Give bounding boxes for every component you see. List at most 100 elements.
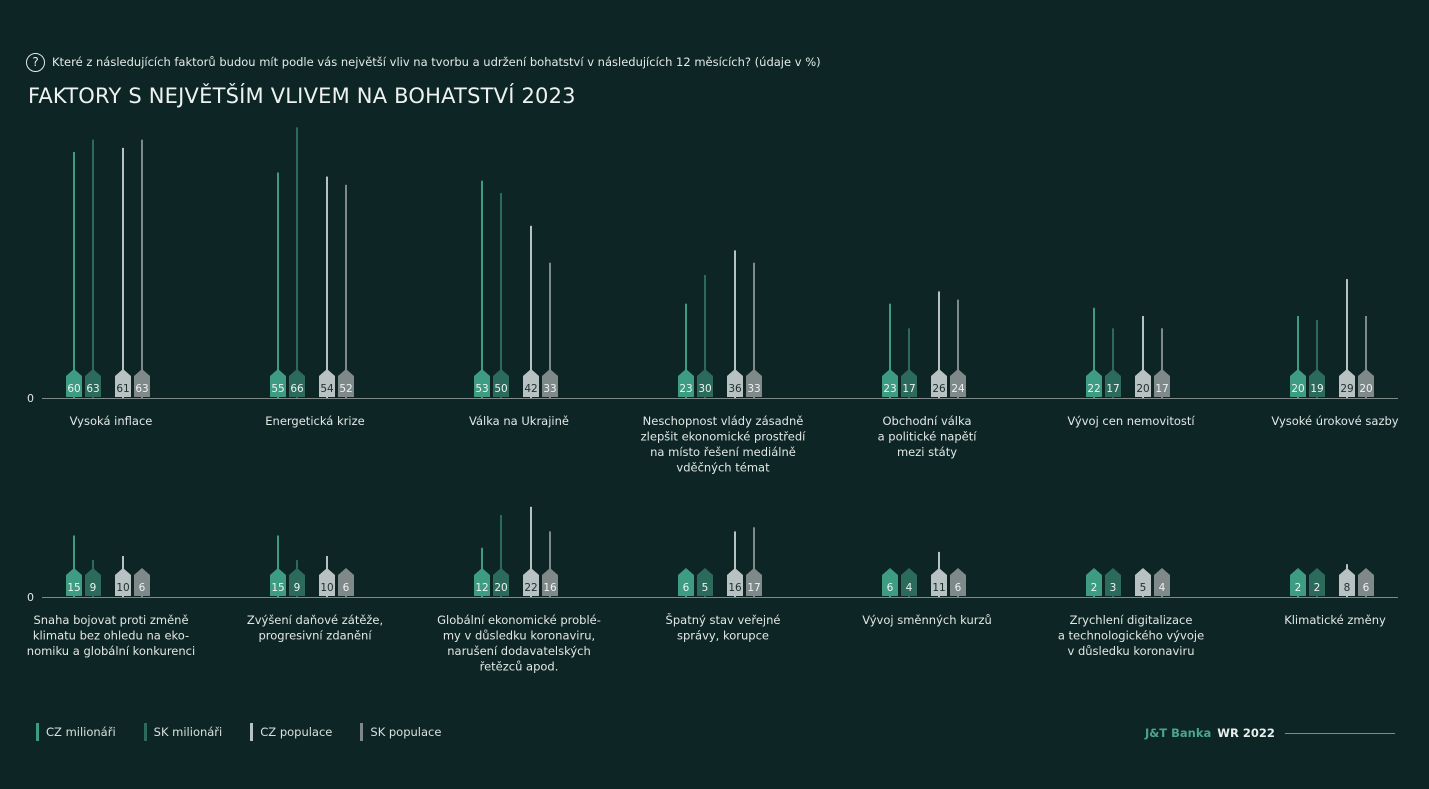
category-label: Vývoj směnných kurzů bbox=[862, 613, 992, 627]
value-tag bbox=[882, 369, 898, 397]
data-label: 19 bbox=[1310, 383, 1323, 395]
value-tag bbox=[493, 369, 509, 397]
data-label: 4 bbox=[906, 582, 913, 594]
data-label: 36 bbox=[728, 383, 742, 395]
question-line: ? Které z následujících faktorů budou mí… bbox=[26, 50, 821, 74]
category-label: Vysoká inflace bbox=[70, 414, 153, 428]
bar-sk-milionáři bbox=[92, 139, 94, 398]
data-label: 2 bbox=[1295, 582, 1302, 594]
data-label: 20 bbox=[1136, 383, 1149, 395]
bar-cz-populace bbox=[734, 250, 736, 398]
value-tag bbox=[474, 568, 490, 596]
value-tag bbox=[85, 369, 101, 397]
value-tag bbox=[950, 568, 966, 596]
bar-cz-milionáři bbox=[889, 303, 891, 398]
legend-item-cz-population: CZ populace bbox=[250, 723, 332, 741]
category-label: Obchodní válka a politické napětí mezi stá… bbox=[878, 414, 978, 459]
data-label: 17 bbox=[902, 383, 915, 395]
data-label: 17 bbox=[1155, 383, 1168, 395]
value-tag bbox=[1339, 568, 1355, 596]
data-label: 52 bbox=[339, 383, 352, 395]
value-tag bbox=[289, 369, 305, 397]
category-label-line: Vývoj směnných kurzů bbox=[862, 613, 992, 627]
data-label: 60 bbox=[67, 383, 80, 395]
value-tag bbox=[338, 369, 354, 397]
bar-cz-populace bbox=[1142, 316, 1144, 398]
data-label: 8 bbox=[1344, 582, 1351, 594]
value-tag bbox=[678, 369, 694, 397]
value-tag bbox=[66, 568, 82, 596]
category-label-line: správy, korupce bbox=[677, 629, 769, 643]
category-label: Neschopnost vlády zásadně zlepšit ekonomi… bbox=[641, 414, 807, 475]
bar-cz-populace bbox=[530, 225, 532, 398]
data-label: 50 bbox=[494, 383, 507, 395]
data-label: 66 bbox=[290, 383, 304, 395]
legend-item-sk-millionaires: SK milionáři bbox=[143, 723, 222, 741]
report-name: WR 2022 bbox=[1217, 726, 1275, 740]
value-tag bbox=[1135, 568, 1151, 596]
data-label: 55 bbox=[271, 383, 284, 395]
data-label: 15 bbox=[67, 582, 80, 594]
bar-cz-milionáři bbox=[73, 152, 75, 398]
bar-sk-milionáři bbox=[500, 515, 502, 597]
question-mark-icon: ? bbox=[26, 52, 45, 72]
value-tag bbox=[523, 568, 539, 596]
category-label-line: Snaha bojovat proti změně bbox=[33, 613, 188, 627]
data-label: 42 bbox=[524, 383, 537, 395]
data-label: 53 bbox=[475, 383, 488, 395]
value-tag bbox=[1105, 369, 1121, 397]
bar-sk-milionáři bbox=[908, 328, 910, 398]
value-tag bbox=[1358, 369, 1374, 397]
category-label-line: zlepšit ekonomické prostředí bbox=[641, 430, 807, 444]
value-tag bbox=[882, 568, 898, 596]
data-label: 20 bbox=[494, 582, 507, 594]
data-label: 3 bbox=[1110, 582, 1117, 594]
data-label: 33 bbox=[747, 383, 760, 395]
bar-sk-milionáři bbox=[296, 127, 298, 399]
data-label: 9 bbox=[90, 582, 97, 594]
bar-sk-populace bbox=[753, 527, 755, 597]
value-tag bbox=[493, 568, 509, 596]
value-tag bbox=[931, 369, 947, 397]
category-label-line: my v důsledku koronaviru, bbox=[443, 629, 595, 643]
category-label-line: Globální ekonomické problé- bbox=[437, 613, 601, 627]
bar-sk-populace bbox=[549, 531, 551, 597]
data-label: 22 bbox=[524, 582, 537, 594]
data-label: 17 bbox=[747, 582, 760, 594]
bar-cz-populace bbox=[326, 176, 328, 398]
bar-cz-populace bbox=[530, 506, 532, 597]
category-label-line: klimatu bez ohledu na eko- bbox=[33, 629, 189, 643]
category-label-line: vděčných témat bbox=[676, 461, 770, 475]
data-label: 5 bbox=[1140, 582, 1147, 594]
value-tag bbox=[115, 369, 131, 397]
y-axis-zero-label: 0 bbox=[27, 591, 34, 604]
data-label: 2 bbox=[1091, 582, 1098, 594]
value-tag bbox=[1135, 369, 1151, 397]
bar-sk-populace bbox=[957, 299, 959, 398]
value-tag bbox=[1309, 568, 1325, 596]
value-tag bbox=[697, 568, 713, 596]
category-label-line: a politické napětí bbox=[878, 430, 978, 444]
category-label-line: a technologického vývoje bbox=[1058, 629, 1204, 643]
data-label: 6 bbox=[139, 582, 146, 594]
category-label-line: Obchodní válka bbox=[883, 414, 972, 428]
bar-sk-populace bbox=[345, 184, 347, 398]
data-label: 9 bbox=[294, 582, 301, 594]
data-label: 15 bbox=[271, 582, 284, 594]
bar-sk-populace bbox=[141, 139, 143, 398]
data-label: 30 bbox=[698, 383, 711, 395]
data-label: 17 bbox=[1106, 383, 1119, 395]
data-label: 5 bbox=[702, 582, 709, 594]
category-label-line: progresivní zdanění bbox=[258, 629, 372, 643]
value-tag bbox=[697, 369, 713, 397]
category-label-line: Klimatické změny bbox=[1284, 613, 1386, 627]
footer-divider bbox=[1284, 732, 1395, 734]
y-axis-zero-label: 0 bbox=[27, 392, 34, 405]
value-tag bbox=[950, 369, 966, 397]
legend-label: CZ populace bbox=[260, 725, 333, 739]
data-label: 20 bbox=[1291, 383, 1304, 395]
value-tag bbox=[901, 568, 917, 596]
value-tag bbox=[746, 568, 762, 596]
data-label: 10 bbox=[320, 582, 333, 594]
question-text: Které z následujících faktorů budou mít … bbox=[52, 55, 821, 69]
